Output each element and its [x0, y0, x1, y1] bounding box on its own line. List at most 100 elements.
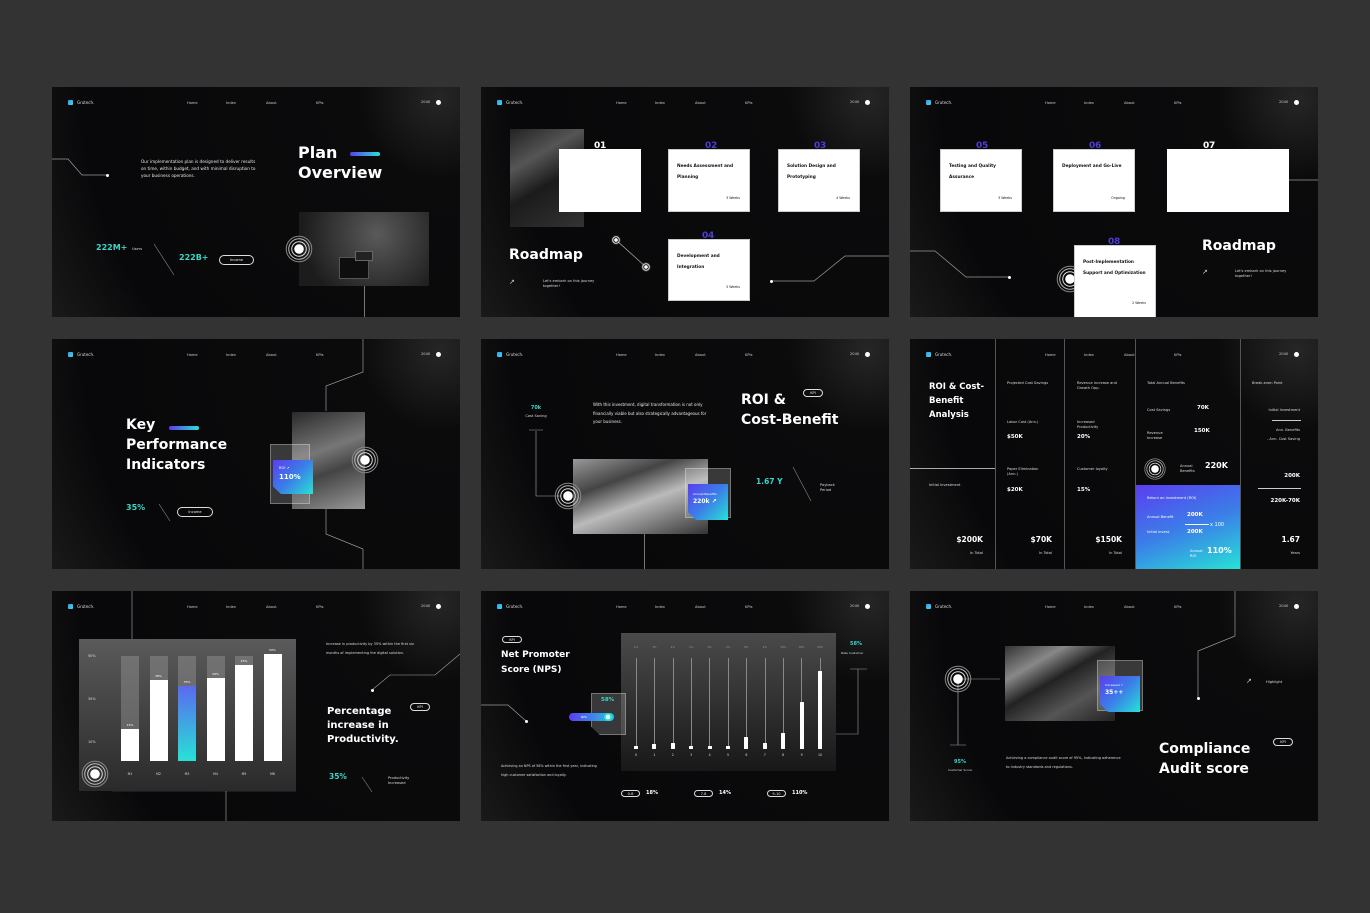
nav-link[interactable]: Home [616, 353, 627, 357]
menu-button[interactable] [436, 604, 441, 609]
nav-link[interactable]: Home [187, 101, 198, 105]
nav-link[interactable]: KPIs [316, 605, 324, 609]
menu-button[interactable] [865, 604, 870, 609]
year-label: 2040 [1279, 604, 1289, 608]
slide-nps[interactable]: Grutech. Home Index About KPIs 2040 KPI Net P… [481, 591, 889, 821]
nav-link[interactable]: About [695, 353, 706, 357]
nav-link[interactable]: Index [226, 353, 236, 357]
nav-link[interactable]: KPIs [316, 101, 324, 105]
nav-link[interactable]: About [695, 101, 706, 105]
nav-link[interactable]: Home [1045, 605, 1056, 609]
formula-bottom: - Ann. Cost Saving [1266, 437, 1300, 441]
logo-icon [68, 604, 73, 609]
slide-roadmap-1[interactable]: Grutech. Home Index About KPIs 2040 Discovery… [481, 87, 889, 317]
nps-value: 58% [601, 697, 615, 703]
step-number: 01 [594, 141, 606, 151]
kpi-pill[interactable]: KPI [410, 703, 430, 711]
toggle-knob[interactable] [604, 713, 612, 721]
title-line-1: Percentage [327, 706, 392, 717]
kpi-pill[interactable]: KPI [502, 636, 522, 643]
menu-button[interactable] [1294, 100, 1299, 105]
slide-roadmap-2[interactable]: Grutech. Home Index About KPIs 2040 Testing a… [910, 87, 1318, 317]
range-pill[interactable]: 7-8 [694, 790, 713, 797]
line-dot [1008, 275, 1011, 279]
line-dot [525, 719, 528, 723]
nav-link[interactable]: About [1124, 353, 1135, 357]
menu-button[interactable] [865, 352, 870, 357]
nav-link[interactable]: Home [1045, 101, 1056, 105]
nav-link[interactable]: KPIs [745, 101, 753, 105]
menu-button[interactable] [1294, 604, 1299, 609]
intro-text: Our implementation plan is designed to d… [141, 159, 256, 178]
menu-button[interactable] [436, 352, 441, 357]
slide-plan-overview[interactable]: Grutech. Home Index About KPIs 2040 Our imple… [52, 87, 460, 317]
nav-link[interactable]: About [1124, 605, 1135, 609]
range-pill[interactable]: 9-10 [767, 790, 786, 797]
nav-link[interactable]: Index [1084, 353, 1094, 357]
row-value: $50K [1007, 434, 1023, 440]
initial-total: $200K [956, 535, 983, 544]
nav-link[interactable]: Index [655, 101, 665, 105]
nav-link[interactable]: Home [187, 605, 198, 609]
menu-button[interactable] [436, 100, 441, 105]
line-dot [770, 279, 773, 283]
nav-link[interactable]: About [266, 605, 277, 609]
roadmap-card[interactable]: Needs Assessment and Planning 3 Weeks [668, 149, 750, 212]
kpi-pill[interactable]: KPI [803, 389, 823, 397]
nav-link[interactable]: KPIs [1174, 353, 1182, 357]
target-icon [81, 760, 109, 788]
nav-link[interactable]: About [1124, 101, 1135, 105]
slide-roi-table[interactable]: Grutech. Home Index About KPIs 2040 ROI & Cos… [910, 339, 1318, 569]
nps-toggle[interactable]: NPS [569, 713, 614, 721]
menu-button[interactable] [865, 100, 870, 105]
target-icon [554, 482, 582, 510]
slide-compliance[interactable]: Grutech. Home Index About KPIs 2040 Increased… [910, 591, 1318, 821]
y-tick-label: 30% [88, 696, 96, 701]
roadmap-card[interactable]: Training and Change Management 2 Weeks [1167, 149, 1289, 212]
menu-button[interactable] [1294, 352, 1299, 357]
slide-roi[interactable]: Grutech. Home Index About KPIs 2040 70k Cost … [481, 339, 889, 569]
initial-label: Initial Investment [929, 483, 961, 487]
brand-name: Grutech. [77, 604, 95, 609]
income-pill[interactable]: Income [219, 255, 254, 265]
nav-link[interactable]: KPIs [745, 605, 753, 609]
nav-link[interactable]: Home [187, 353, 198, 357]
roadmap-card[interactable]: Deployment and Go-Live Ongoing [1053, 149, 1135, 212]
card-duration: 4 Weeks [836, 196, 850, 200]
row-value: 15% [1077, 487, 1091, 493]
income-pill[interactable]: Income [177, 507, 213, 517]
nav-link[interactable]: About [266, 353, 277, 357]
range-pill[interactable]: 0-6 [621, 790, 640, 797]
roadmap-card[interactable]: Testing and Quality Assurance 3 Weeks [940, 149, 1022, 212]
accent-bar [169, 426, 199, 430]
bar-value-label: 30% [798, 646, 805, 649]
nav-link[interactable]: Index [1084, 101, 1094, 105]
nav-link[interactable]: KPIs [745, 353, 753, 357]
nav-link[interactable]: Home [616, 101, 627, 105]
nav-link[interactable]: Index [226, 101, 236, 105]
bar-value-label: 35% [183, 680, 191, 685]
nav-link[interactable]: Index [226, 605, 236, 609]
roadmap-card[interactable]: Post-Implementation Support and Optimiza… [1074, 245, 1156, 317]
nav-link[interactable]: Index [655, 605, 665, 609]
nav-link[interactable]: About [266, 101, 277, 105]
nav-link[interactable]: KPIs [316, 353, 324, 357]
nav-link[interactable]: KPIs [1174, 605, 1182, 609]
compliance-image [1005, 646, 1115, 721]
nav-link[interactable]: KPIs [1174, 101, 1182, 105]
kpi-pill[interactable]: KPI [1273, 738, 1293, 746]
nps-bar-chart: 1% 0 3% 1 4% 2 1% 3 2% 4 2% 5 8% 6 4% 7 10% 8 30% 9 50% 10 [481, 591, 889, 821]
nav-link[interactable]: Home [1045, 353, 1056, 357]
score-label: Customer Score [948, 768, 972, 772]
slide-productivity[interactable]: Grutech. Home Index About KPIs 2040 10% 30% 50%… [52, 591, 460, 821]
logo-icon [497, 352, 502, 357]
roadmap-card[interactable]: Discovery and Assessment 2 Weeks [559, 149, 641, 212]
nav-link[interactable]: Index [655, 353, 665, 357]
nav-link[interactable]: Index [1084, 605, 1094, 609]
card-duration: 2 Weeks [618, 197, 632, 201]
slide-kpi[interactable]: Grutech. Home Index About KPIs 2040 Key Perfo… [52, 339, 460, 569]
nav-link[interactable]: About [695, 605, 706, 609]
roadmap-card[interactable]: Solution Design and Prototyping 4 Weeks [778, 149, 860, 212]
roadmap-card[interactable]: Development and Integration 5 Weeks [668, 239, 750, 301]
nav-link[interactable]: Home [616, 605, 627, 609]
